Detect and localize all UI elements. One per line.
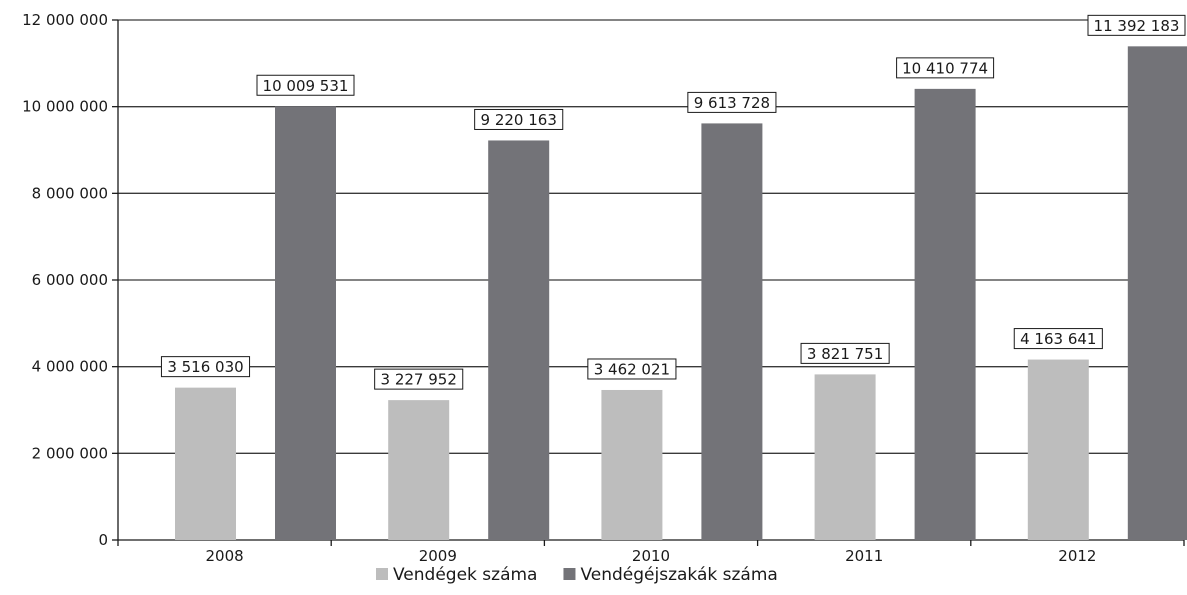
x-axis: 2008 2009 2010 2011 2012 <box>117 539 1185 565</box>
y-tick-label: 0 <box>98 531 108 549</box>
data-label: 11 392 183 <box>1094 17 1180 35</box>
bar <box>1027 359 1089 540</box>
legend-label: Vendégéjszakák száma <box>580 565 777 585</box>
x-tick-label: 2009 <box>419 547 457 565</box>
data-label-box <box>474 108 564 130</box>
y-tick-label: 8 000 000 <box>32 184 108 202</box>
x-tick-label: 2012 <box>1058 547 1096 565</box>
data-label-box <box>587 358 677 380</box>
data-label-box <box>1013 328 1103 350</box>
bar <box>914 88 976 541</box>
legend-swatch <box>376 568 388 580</box>
data-label-box <box>374 368 464 390</box>
x-tick-label: 2008 <box>206 547 244 565</box>
data-label: 10 410 774 <box>902 59 988 77</box>
bar <box>814 374 876 540</box>
bar-series <box>175 46 1187 541</box>
data-label: 9 613 728 <box>694 94 770 112</box>
data-label-box <box>160 356 251 378</box>
x-tick-label: 2010 <box>632 547 670 565</box>
y-tick-label: 2 000 000 <box>32 444 108 462</box>
bar <box>1127 46 1187 540</box>
y-tick-label: 12 000 000 <box>22 11 108 29</box>
bar <box>388 400 450 540</box>
x-tick-label: 2011 <box>845 547 883 565</box>
y-tick-label: 10 000 000 <box>22 98 108 116</box>
bar <box>175 387 236 540</box>
y-axis: 0 2 000 000 4 000 000 6 000 000 8 000 000 10 … <box>22 11 119 549</box>
legend: Vendégek száma Vendégéjszakák száma <box>376 565 778 585</box>
y-tick-label: 4 000 000 <box>32 358 108 376</box>
data-label: 10 009 531 <box>263 77 349 95</box>
bar <box>601 389 663 540</box>
data-label-box <box>687 91 777 113</box>
bar <box>701 123 763 540</box>
bar <box>275 106 336 540</box>
data-label-box <box>896 57 995 79</box>
data-label: 3 516 030 <box>167 358 243 376</box>
data-label: 9 220 163 <box>481 111 557 129</box>
data-label: 4 163 641 <box>1020 330 1096 348</box>
bar <box>488 140 550 541</box>
legend-swatch <box>563 568 576 580</box>
data-label-box <box>800 342 890 364</box>
data-label-box <box>256 74 355 96</box>
data-label-box <box>1087 14 1186 36</box>
legend-label: Vendégek száma <box>393 565 537 585</box>
data-label: 3 821 751 <box>807 345 883 363</box>
data-label: 3 227 952 <box>381 371 457 389</box>
y-tick-label: 6 000 000 <box>32 271 108 289</box>
data-labels: 3 516 030 3 227 952 3 462 021 3 821 751 4 16… <box>160 14 1186 390</box>
data-label: 3 462 021 <box>594 360 670 378</box>
